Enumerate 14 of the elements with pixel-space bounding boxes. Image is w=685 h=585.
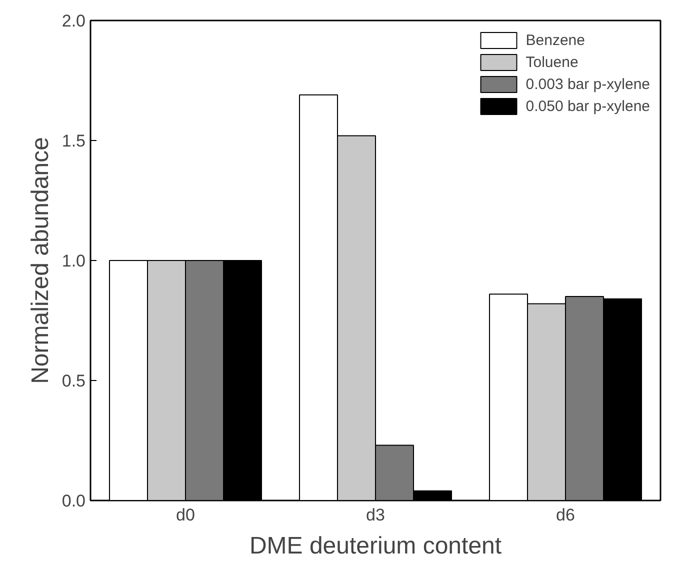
y-tick-label: 1.0 xyxy=(62,252,86,270)
y-tick-label: 1.5 xyxy=(62,132,86,150)
x-tick-label: d6 xyxy=(556,506,575,524)
y-tick-label: 2.0 xyxy=(62,12,86,30)
y-axis-title: Normalized abundance xyxy=(26,137,54,384)
x-axis-title: DME deuterium content xyxy=(249,532,502,560)
y-tick-label: 0.5 xyxy=(62,372,86,390)
legend-label: 0.050 bar p-xylene xyxy=(526,98,650,114)
legend-label: 0.003 bar p-xylene xyxy=(526,76,650,92)
legend-label: Toluene xyxy=(526,54,578,70)
y-tick-label: 0.0 xyxy=(62,492,86,510)
legend-label: Benzene xyxy=(526,32,585,48)
x-tick-label: d3 xyxy=(366,506,385,524)
x-tick-label: d0 xyxy=(176,506,195,524)
